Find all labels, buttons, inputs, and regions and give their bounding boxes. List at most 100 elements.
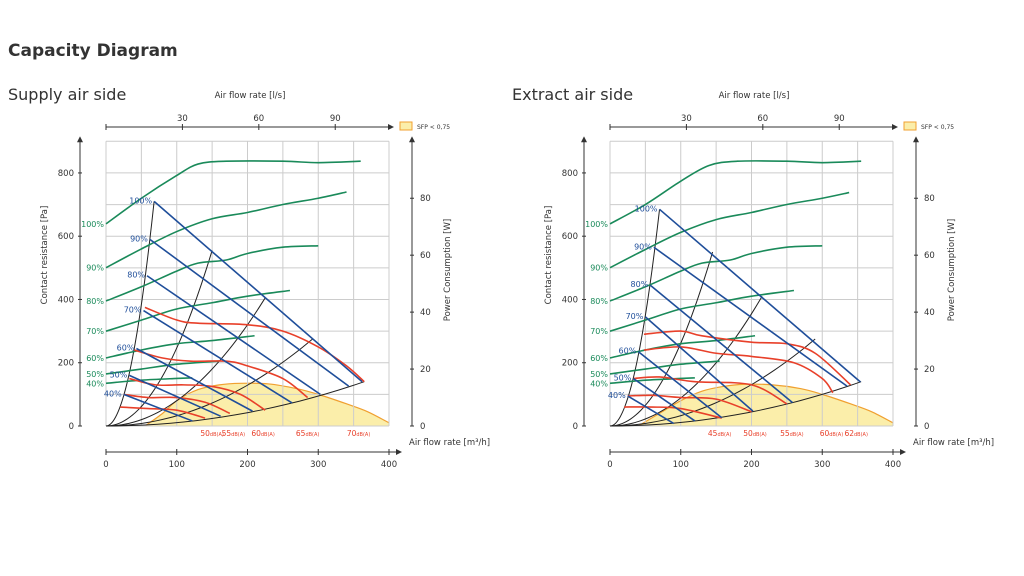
power-curve-label: 90% bbox=[590, 264, 608, 273]
fan-speed-line bbox=[653, 246, 848, 387]
sound-curve-label: 50dB(A) bbox=[200, 429, 224, 438]
power-curve-label: 40% bbox=[590, 379, 608, 388]
fan-speed-label: 90% bbox=[130, 234, 148, 243]
power-curve-line bbox=[105, 244, 319, 302]
sound-level-unit: dB(A) bbox=[261, 432, 275, 438]
fan-speed-line bbox=[143, 309, 293, 404]
power-curve-label: 100% bbox=[81, 220, 104, 229]
fan-speed-line bbox=[153, 200, 363, 383]
power-curve-label: 40% bbox=[86, 379, 104, 388]
power-curve-label: 90% bbox=[86, 264, 104, 273]
y2-tick-label: 0 bbox=[924, 422, 929, 432]
legend-label-sfp: SFP < 0,75 bbox=[417, 124, 450, 131]
power-curve-label: 70% bbox=[86, 327, 104, 336]
system-curve bbox=[105, 250, 213, 427]
sound-level-value: 55 bbox=[222, 429, 232, 438]
system-curve bbox=[609, 338, 816, 427]
sound-level-value: 60 bbox=[251, 429, 261, 438]
system-curve bbox=[609, 251, 714, 427]
y-tick-label: 200 bbox=[562, 359, 578, 369]
power-curve-line bbox=[609, 377, 695, 385]
x-tick-label: 300 bbox=[310, 460, 326, 470]
y-tick-label: 800 bbox=[562, 169, 578, 179]
sound-curve-label: 55dB(A) bbox=[780, 429, 804, 438]
sound-level-unit: dB(A) bbox=[753, 432, 767, 438]
system-curve bbox=[609, 296, 763, 427]
x-tick-label: 400 bbox=[885, 460, 901, 470]
system-curve bbox=[105, 381, 365, 427]
fan-speed-line bbox=[136, 347, 253, 412]
page-title: Capacity Diagram bbox=[8, 41, 178, 61]
fan-speed-label: 50% bbox=[614, 374, 632, 383]
sound-level-value: 45 bbox=[708, 429, 718, 438]
x-axis-label: Air flow rate [m³/h] bbox=[913, 438, 994, 448]
top-tick-label: 90 bbox=[330, 114, 341, 124]
sound-level-unit: dB(A) bbox=[790, 432, 804, 438]
y2-tick-label: 0 bbox=[420, 422, 425, 432]
sound-level-value: 55 bbox=[780, 429, 790, 438]
power-curve-line bbox=[609, 191, 850, 269]
sound-level-unit: dB(A) bbox=[210, 432, 224, 438]
y-tick-label: 800 bbox=[58, 169, 74, 179]
y2-tick-label: 80 bbox=[420, 194, 431, 204]
x-axis-label: Air flow rate [m³/h] bbox=[409, 438, 490, 448]
system-curve bbox=[609, 209, 661, 427]
fan-speed-line bbox=[129, 374, 221, 417]
supply-air-chart: 100%90%80%70%60%50%40%50dB(A)55dB(A) 60dB… bbox=[40, 91, 490, 470]
y-tick-label: 200 bbox=[58, 359, 74, 369]
sound-level-unit: dB(A) bbox=[305, 432, 319, 438]
sound-level-unit: dB(A) bbox=[717, 432, 731, 438]
sound-curve-label: 45dB(A) bbox=[708, 429, 732, 438]
y2-tick-label: 60 bbox=[924, 251, 935, 261]
y-tick-label: 600 bbox=[562, 232, 578, 242]
fan-speed-line bbox=[632, 377, 696, 422]
legend-label-sfp: SFP < 0,75 bbox=[921, 124, 954, 131]
y2-tick-label: 80 bbox=[924, 194, 935, 204]
top-tick-label: 30 bbox=[177, 114, 188, 124]
sound-curve-label: 65dB(A) bbox=[296, 429, 320, 438]
fan-speed-line bbox=[149, 238, 350, 387]
y2-tick-label: 40 bbox=[420, 308, 431, 318]
fan-speed-label: 100% bbox=[635, 204, 658, 213]
power-curve-line bbox=[105, 377, 193, 385]
sound-curve-line bbox=[123, 393, 231, 415]
x-tick-label: 0 bbox=[607, 460, 612, 470]
y-tick-label: 400 bbox=[58, 295, 74, 305]
y2-axis-label: Power Consumption [W] bbox=[443, 219, 453, 321]
fan-speed-label: 80% bbox=[127, 271, 145, 280]
sound-level-unit: dB(A) bbox=[829, 432, 843, 438]
x-tick-label: 400 bbox=[381, 460, 397, 470]
top-tick-label: 30 bbox=[681, 114, 692, 124]
fan-speed-label: 90% bbox=[634, 242, 652, 251]
sound-level-value: 70 bbox=[347, 429, 357, 438]
top-tick-label: 60 bbox=[757, 114, 768, 124]
legend-swatch-sfp bbox=[903, 121, 917, 131]
sound-curve-label: 60dB(A) bbox=[251, 429, 275, 438]
extract-air-title: Extract air side bbox=[512, 85, 634, 104]
fan-speed-label: 100% bbox=[129, 196, 152, 205]
power-curve-line bbox=[105, 334, 255, 359]
sound-curve-line bbox=[624, 406, 722, 419]
supply-air-title: Supply air side bbox=[8, 85, 127, 104]
extract-air-chart: 100%90%80%70%60%50%40%45dB(A) 50dB(A) 55dB… bbox=[544, 91, 994, 470]
sound-level-value: 62 bbox=[844, 429, 854, 438]
system-curve bbox=[609, 381, 862, 427]
sound-level-value: 50 bbox=[200, 429, 210, 438]
x-tick-label: 300 bbox=[814, 460, 830, 470]
y-tick-label: 600 bbox=[58, 232, 74, 242]
y-axis-label: Contact resistance [Pa] bbox=[544, 206, 554, 305]
power-curve-label: 80% bbox=[590, 297, 608, 306]
y2-tick-label: 40 bbox=[924, 308, 935, 318]
fan-speed-label: 70% bbox=[626, 312, 644, 321]
sound-curve-line bbox=[129, 377, 266, 411]
sound-level-value: 60 bbox=[820, 429, 830, 438]
top-axis-label: Air flow rate [l/s] bbox=[215, 91, 286, 101]
system-curve bbox=[105, 297, 266, 427]
sound-level-unit: dB(A) bbox=[231, 432, 245, 438]
fan-speed-line bbox=[659, 208, 861, 383]
sound-curve-label: 50dB(A) bbox=[743, 429, 767, 438]
y2-tick-label: 20 bbox=[420, 365, 431, 375]
y2-tick-label: 60 bbox=[420, 251, 431, 261]
fan-speed-line bbox=[637, 351, 723, 419]
sound-curve-label: 70dB(A) bbox=[347, 429, 371, 438]
